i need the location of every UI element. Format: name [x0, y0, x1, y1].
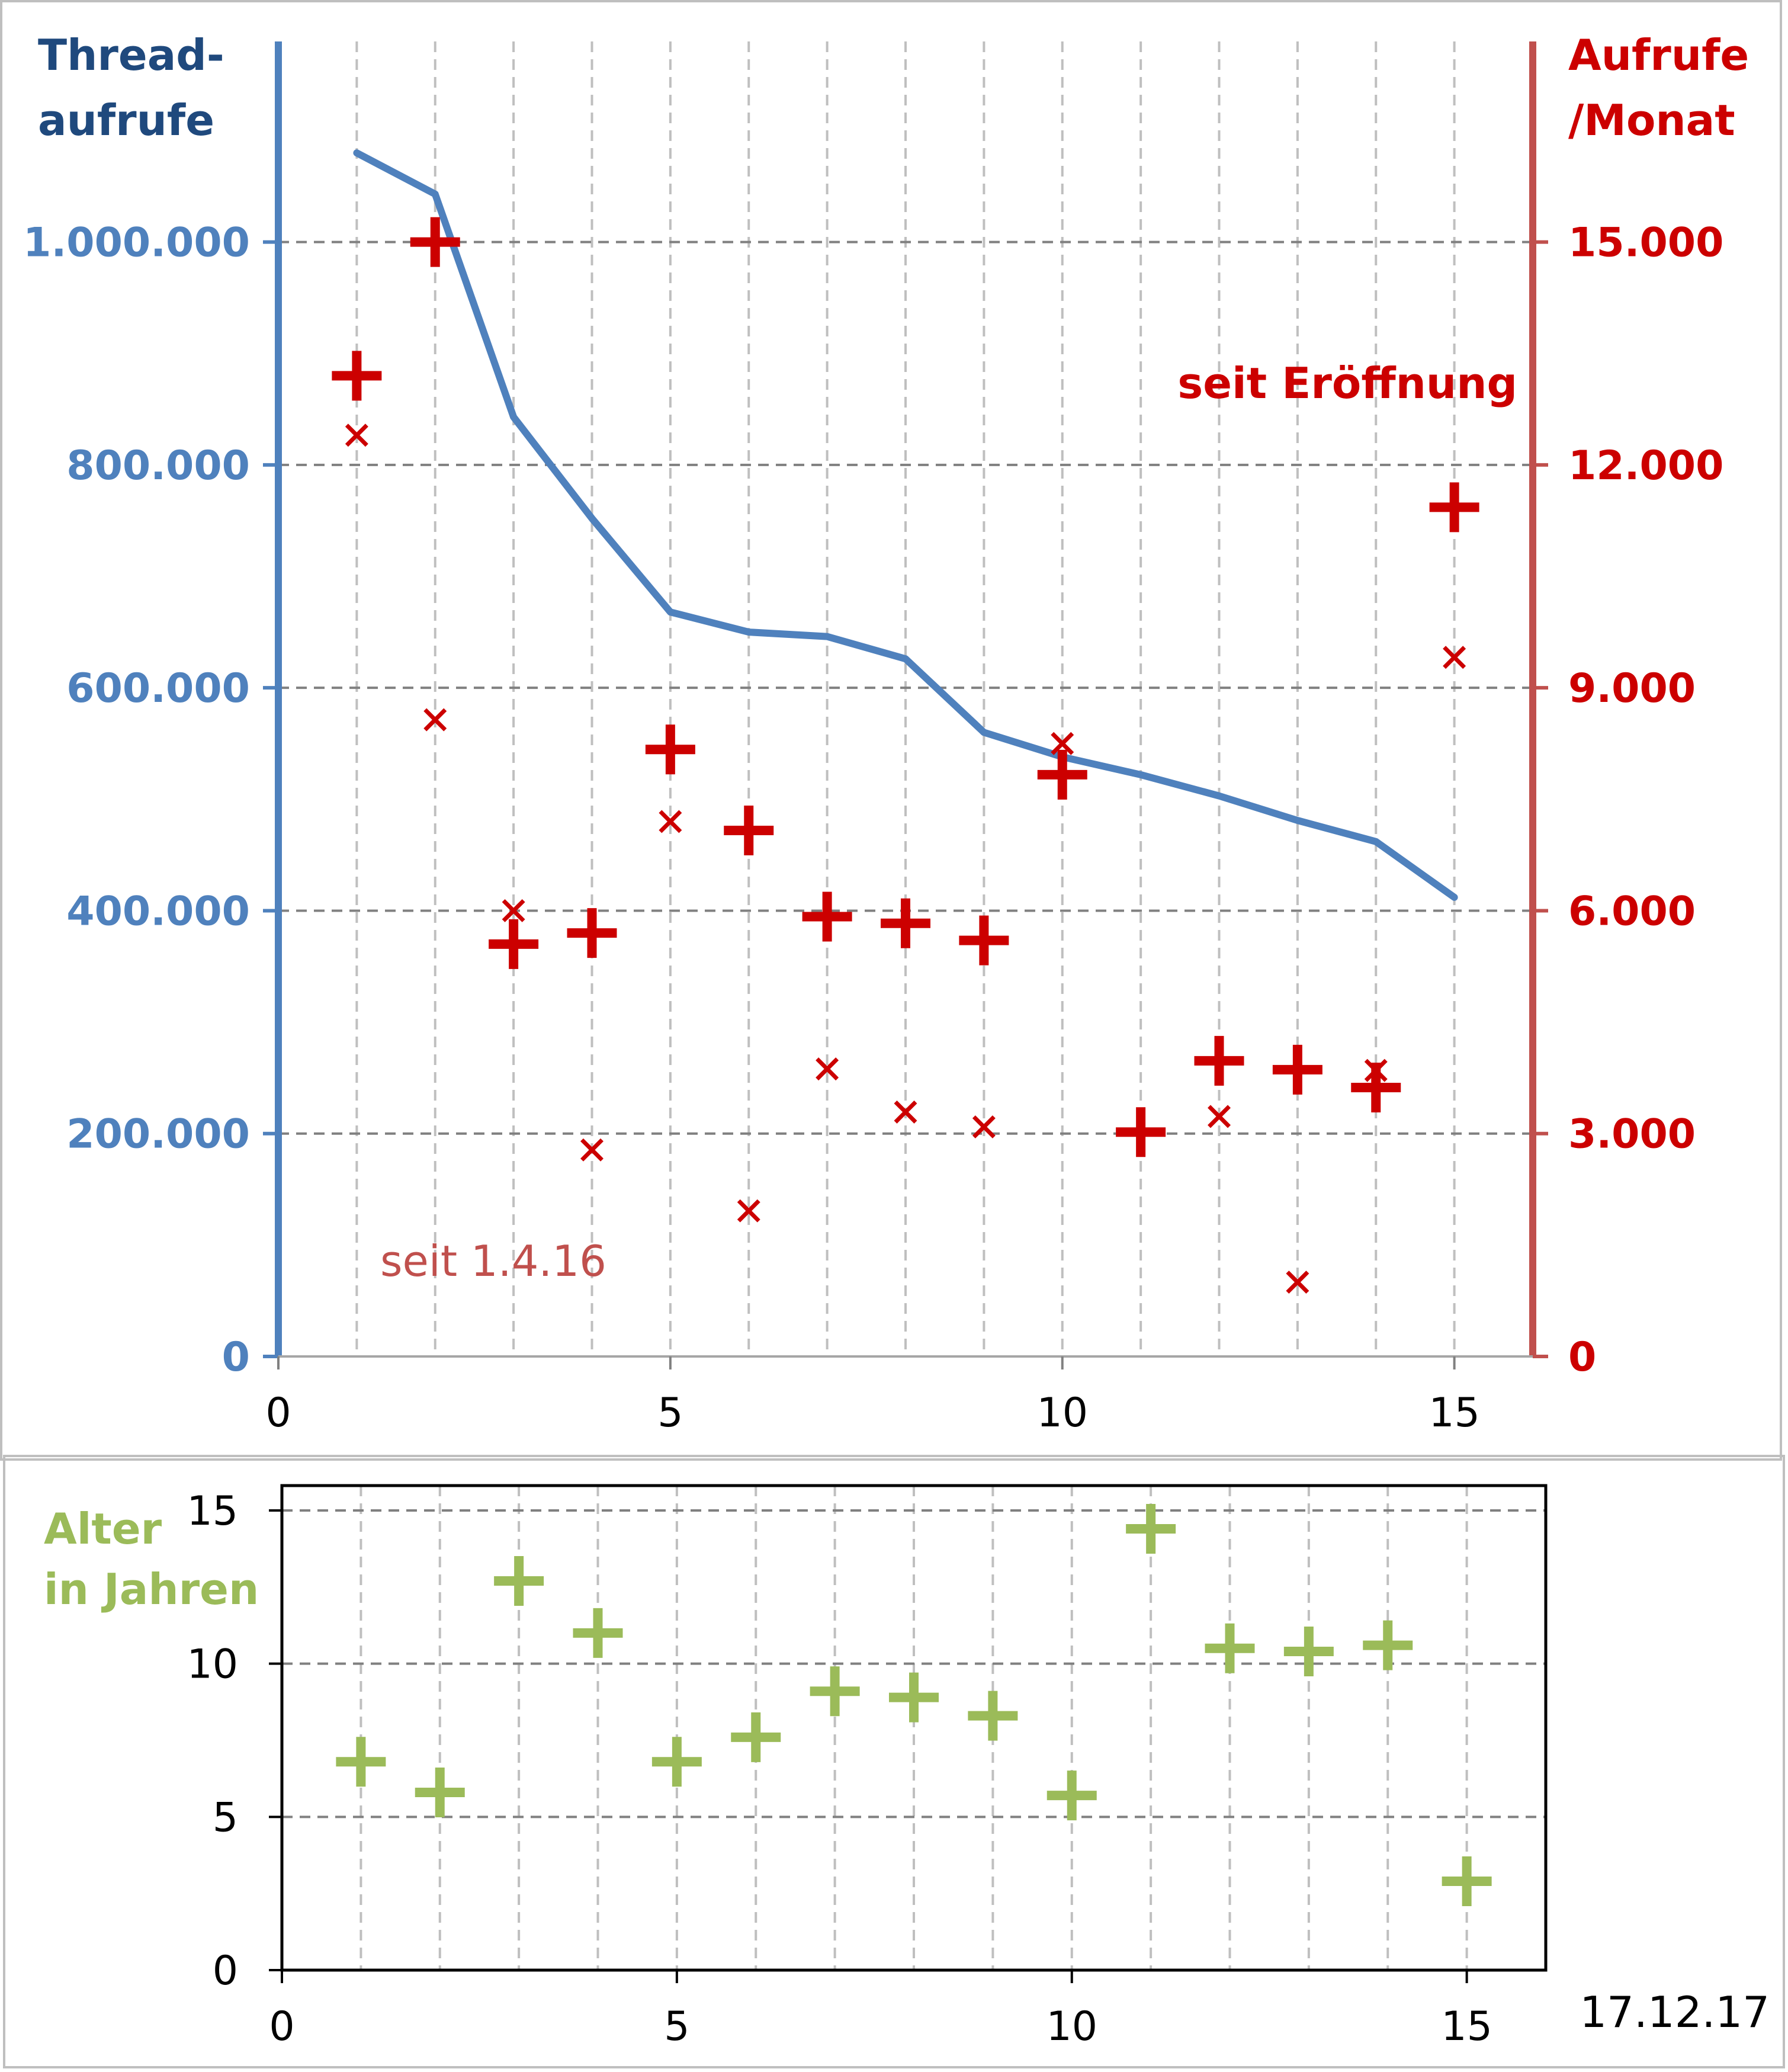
left-axis-tick-label: 1.000.000: [23, 220, 250, 267]
age-point: [1442, 1856, 1492, 1906]
monthly-views-since-date-point-b: [1051, 732, 1074, 755]
monthly-views-since-date-point-b: [816, 1057, 839, 1081]
monthly-views-since-opening-point: [1194, 1035, 1244, 1086]
age-point: [1126, 1504, 1176, 1554]
views-chart: 0 200.000 400.000 600.000 800.000 1.000.000 0 3…: [23, 41, 1723, 1436]
top-x-tick-label: 5: [657, 1390, 683, 1436]
monthly-views-since-opening-point: [489, 919, 539, 969]
age-point: [810, 1666, 860, 1717]
annotation-since-date: seit 1.4.16: [380, 1236, 606, 1286]
monthly-views-since-date-point-b: [502, 899, 525, 922]
age-point: [494, 1555, 544, 1606]
left-axis-tick-label: 800.000: [66, 442, 250, 489]
monthly-views-since-date-point-b: [345, 424, 368, 447]
monthly-views-since-opening-point: [332, 351, 382, 401]
monthly-views-since-opening-point: [567, 908, 617, 958]
monthly-views-since-date-point: [894, 1100, 917, 1124]
monthly-views-since-date-point: [502, 899, 525, 922]
monthly-views-since-opening-point: [410, 217, 460, 267]
monthly-views-since-date-point: [737, 1199, 760, 1223]
monthly-views-since-date-point: [1364, 1059, 1388, 1082]
age-point: [889, 1672, 939, 1723]
age-axis-title-line1: Alter: [44, 1504, 162, 1554]
monthly-views-since-date-point: [580, 1138, 604, 1162]
age-axis-tick-label: 10: [187, 1641, 238, 1688]
age-point: [1047, 1770, 1097, 1821]
left-axis-tick-label: 600.000: [66, 665, 250, 712]
monthly-views-since-date-point: [1051, 732, 1074, 755]
bottom-x-tick-label: 10: [1046, 2003, 1097, 2050]
monthly-views-since-opening-point: [959, 915, 1009, 966]
monthly-views-since-opening-point: [645, 724, 695, 775]
monthly-views-since-date-point: [1286, 1271, 1309, 1294]
monthly-views-since-date-point-b: [894, 1100, 917, 1124]
left-axis-title-line2: aufrufe: [38, 95, 214, 145]
top-chart-frame: [0, 0, 1782, 1461]
age-plot-frame: [280, 1484, 1548, 1972]
monthly-views-since-date-point: [659, 810, 682, 833]
monthly-views-since-date-point-b: [659, 810, 682, 833]
left-axis-tick-label: 0: [222, 1334, 250, 1381]
date-stamp: 17.12.17: [1580, 1987, 1770, 2037]
age-point: [1283, 1626, 1334, 1676]
bottom-x-tick-label: 5: [664, 2003, 689, 2050]
bottom-x-tick-label: 15: [1441, 2003, 1492, 2050]
monthly-views-since-opening-point: [1116, 1107, 1166, 1157]
age-point: [1205, 1623, 1255, 1673]
monthly-views-since-opening-point: [1037, 749, 1087, 800]
monthly-views-since-opening-point: [1272, 1044, 1322, 1095]
age-point: [1363, 1620, 1413, 1670]
left-axis-tick-label: 400.000: [66, 888, 250, 935]
top-x-tick-label: 15: [1429, 1390, 1480, 1436]
monthly-views-since-opening-point: [724, 806, 774, 855]
right-axis-tick-label: 9.000: [1568, 665, 1696, 712]
monthly-views-since-opening-point: [802, 891, 852, 942]
annotation-since-opening: seit Eröffnung: [1177, 358, 1517, 408]
top-x-tick-label: 10: [1036, 1390, 1088, 1436]
right-axis-tick-label: 12.000: [1568, 442, 1723, 489]
monthly-views-since-date-point: [345, 424, 368, 447]
monthly-views-since-date-point-b: [737, 1199, 760, 1223]
monthly-views-since-date-point: [816, 1057, 839, 1081]
right-axis-title-line2: /Monat: [1568, 95, 1735, 145]
monthly-views-since-date-point: [1208, 1105, 1231, 1128]
age-point: [573, 1608, 623, 1658]
right-axis-tick-label: 15.000: [1568, 220, 1723, 267]
monthly-views-since-date-point-b: [1286, 1271, 1309, 1294]
monthly-views-since-date-point: [1443, 646, 1466, 669]
right-axis-tick-label: 6.000: [1568, 888, 1696, 935]
right-axis-tick-label: 3.000: [1568, 1111, 1696, 1158]
left-axis-title-line1: Thread-: [38, 30, 224, 80]
right-axis-title-line1: Aufrufe: [1568, 30, 1749, 80]
age-point: [336, 1737, 386, 1787]
age-point: [731, 1712, 781, 1762]
age-point: [415, 1767, 465, 1817]
left-axis-tick-label: 200.000: [66, 1111, 250, 1158]
monthly-views-since-opening-point: [1429, 482, 1479, 533]
monthly-views-since-date-point: [423, 708, 447, 732]
monthly-views-since-date-point-b: [1443, 646, 1466, 669]
bottom-chart-frame: [3, 1455, 1785, 2068]
monthly-views-since-date-point-b: [1208, 1105, 1231, 1128]
age-axis-tick-label: 0: [213, 1948, 238, 1994]
age-point: [968, 1691, 1018, 1741]
age-axis-tick-label: 15: [187, 1488, 238, 1535]
monthly-views-since-date-point-b: [580, 1138, 604, 1162]
monthly-views-since-date-point-b: [423, 708, 447, 732]
monthly-views-since-date-point-b: [1364, 1059, 1388, 1082]
bottom-x-tick-label: 0: [269, 2003, 294, 2050]
age-axis-title-line2: in Jahren: [44, 1564, 259, 1614]
monthly-views-since-date-point-b: [972, 1115, 996, 1138]
total-views-line: [353, 149, 1458, 901]
right-axis-tick-label: 0: [1568, 1334, 1596, 1381]
age-chart: 0 5 10 15 0 5 10 15: [187, 1484, 1548, 2050]
monthly-views-since-opening-point: [881, 898, 930, 948]
monthly-views-since-date-point: [972, 1115, 996, 1138]
age-axis-tick-label: 5: [213, 1794, 238, 1841]
top-x-tick-label: 0: [265, 1390, 291, 1436]
age-point: [651, 1737, 702, 1787]
